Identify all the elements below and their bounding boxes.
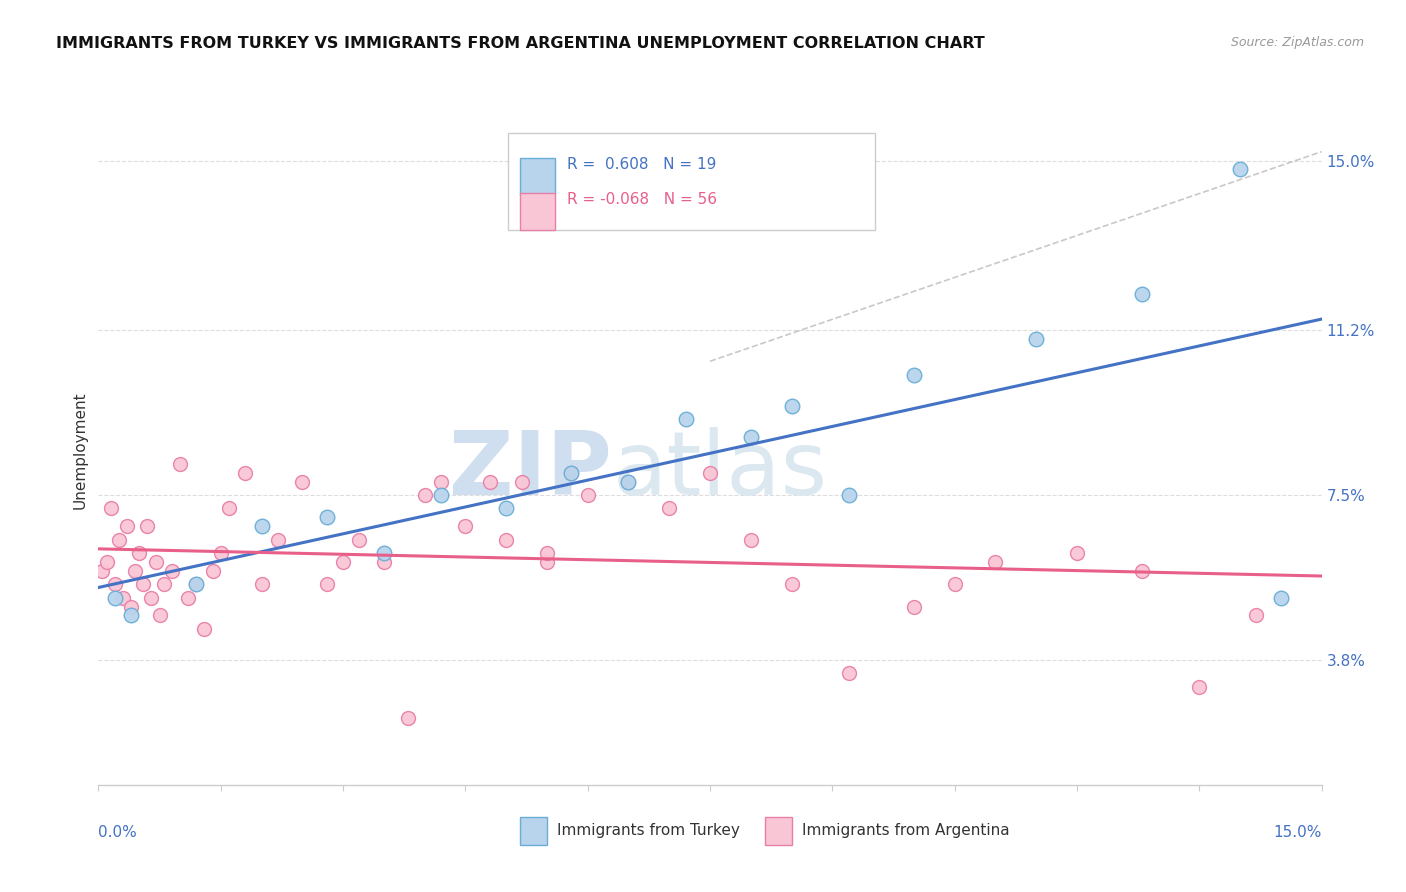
Point [373,555,395,569]
Point [145,555,167,569]
Point [218,501,240,516]
Point [658,501,681,516]
Text: ZIP: ZIP [450,427,612,514]
Point [1188,680,1211,694]
Point [675,412,697,426]
Y-axis label: Unemployment: Unemployment [72,392,87,509]
FancyBboxPatch shape [765,817,792,846]
Point [560,466,582,480]
Point [430,488,453,502]
Point [186,577,208,591]
FancyBboxPatch shape [520,158,555,194]
Point [91,564,114,578]
Point [536,546,558,560]
Point [512,475,534,489]
Point [1066,546,1088,560]
Point [201,564,224,578]
Text: R =  0.608   N = 19: R = 0.608 N = 19 [567,157,716,172]
Point [617,475,640,489]
Point [100,501,122,516]
Point [152,577,174,591]
Point [132,577,155,591]
FancyBboxPatch shape [520,194,555,230]
Text: Immigrants from Argentina: Immigrants from Argentina [801,823,1010,838]
Point [699,466,721,480]
Text: Immigrants from Turkey: Immigrants from Turkey [557,823,740,838]
Point [1130,287,1153,301]
Point [250,577,273,591]
Point [120,608,142,623]
Point [560,466,582,480]
Point [149,608,172,623]
Point [128,546,150,560]
Text: IMMIGRANTS FROM TURKEY VS IMMIGRANTS FROM ARGENTINA UNEMPLOYMENT CORRELATION CHA: IMMIGRANTS FROM TURKEY VS IMMIGRANTS FRO… [56,36,986,51]
Point [1229,162,1251,177]
Point [495,501,517,516]
Point [495,533,517,547]
Point [267,533,290,547]
Point [478,475,501,489]
Point [413,488,436,502]
Point [430,475,453,489]
Point [193,622,215,636]
Point [141,591,163,605]
Point [838,488,860,502]
Point [536,555,558,569]
Text: R = -0.068   N = 56: R = -0.068 N = 56 [567,192,717,207]
FancyBboxPatch shape [508,133,875,230]
Text: 15.0%: 15.0% [1274,825,1322,840]
Point [209,546,232,560]
Point [136,519,159,533]
Point [233,466,256,480]
Point [315,510,337,524]
Point [780,399,803,413]
Text: 0.0%: 0.0% [98,825,138,840]
Text: atlas: atlas [612,427,827,514]
Point [177,591,200,605]
Point [349,533,371,547]
Point [315,577,337,591]
Point [1130,564,1153,578]
Point [454,519,477,533]
Point [903,599,925,614]
Point [104,577,127,591]
Point [104,591,127,605]
Point [576,488,599,502]
Point [186,577,208,591]
Point [108,533,131,547]
Point [740,430,762,444]
Text: Source: ZipAtlas.com: Source: ZipAtlas.com [1230,36,1364,49]
Point [124,564,146,578]
Point [1246,608,1268,623]
Point [903,368,925,382]
Point [1025,332,1047,346]
Point [115,519,138,533]
Point [943,577,966,591]
Point [1270,591,1292,605]
Point [291,475,314,489]
Point [96,555,118,569]
FancyBboxPatch shape [520,817,547,846]
Point [740,533,762,547]
Point [984,555,1007,569]
Point [373,546,395,560]
Point [332,555,354,569]
Point [617,475,640,489]
Point [780,577,803,591]
Point [838,666,860,681]
Point [111,591,134,605]
Point [160,564,183,578]
Point [396,711,419,725]
Point [120,599,142,614]
Point [250,519,273,533]
Point [169,457,191,471]
